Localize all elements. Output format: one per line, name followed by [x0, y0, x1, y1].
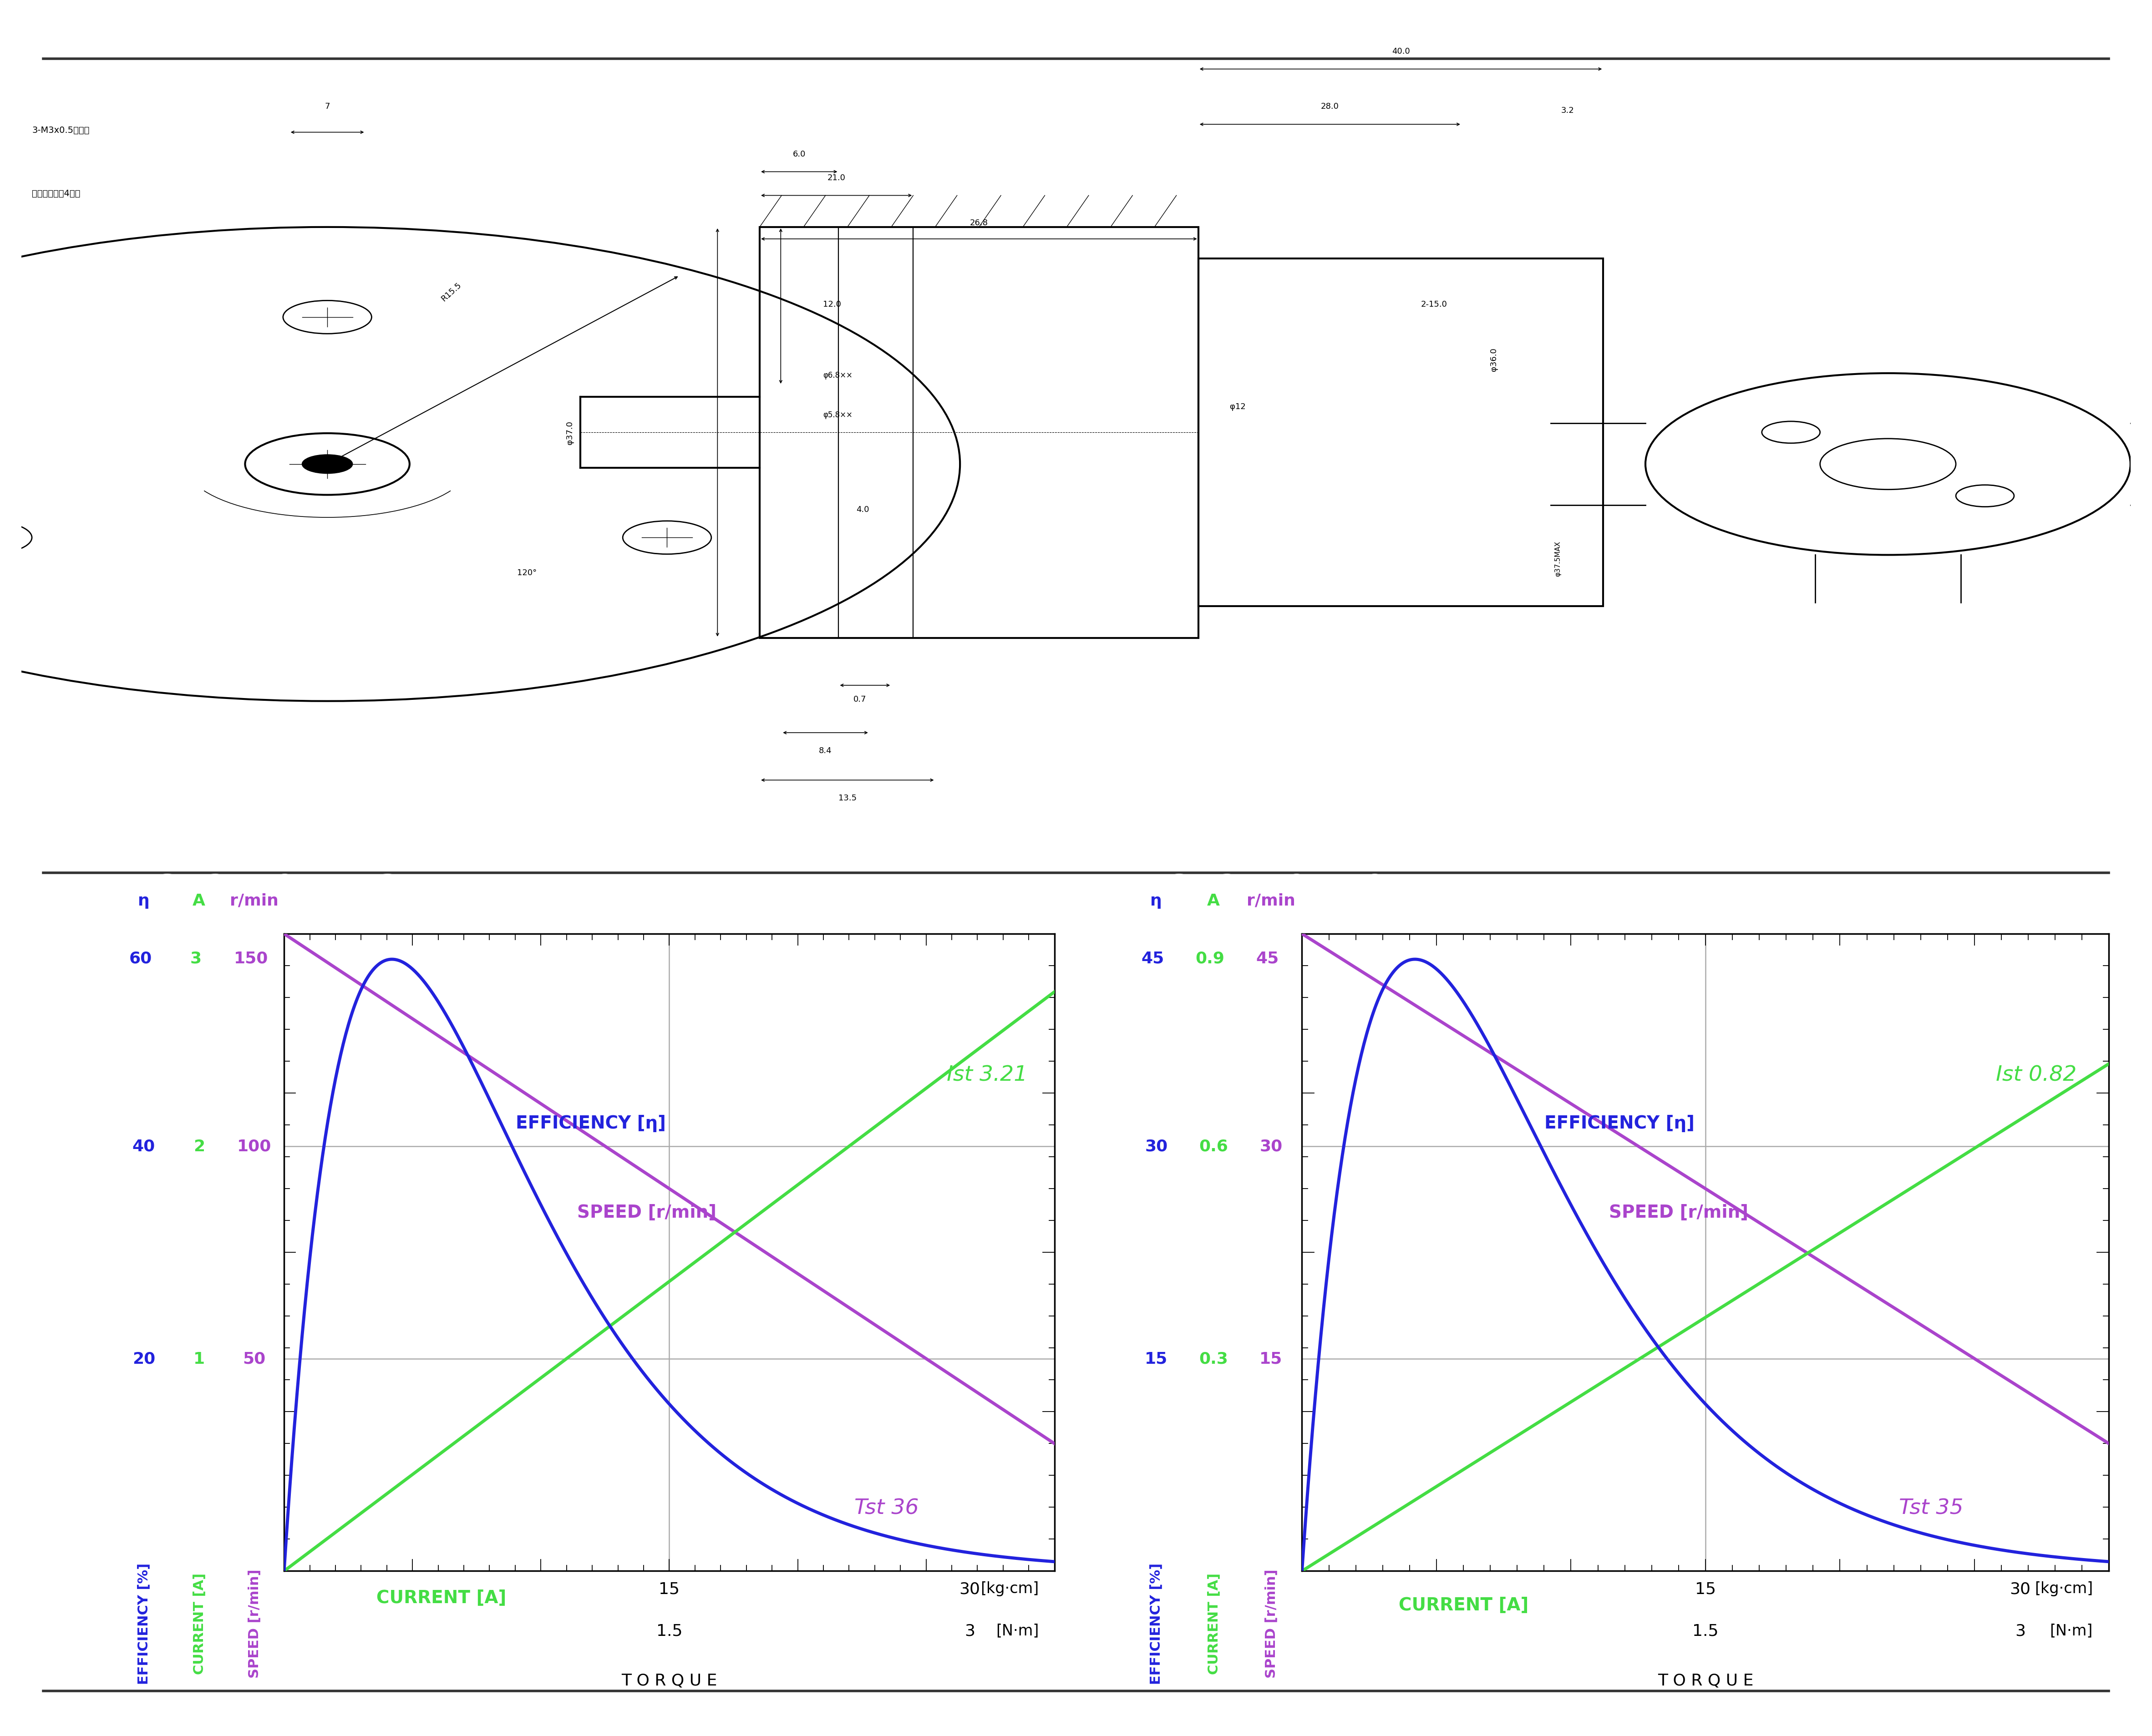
Text: SPEED [r/min]: SPEED [r/min]: [1610, 1203, 1747, 1220]
Text: 15: 15: [1696, 1581, 1715, 1597]
Text: 4.0: 4.0: [856, 505, 869, 514]
Text: 30: 30: [2010, 1581, 2031, 1597]
Text: 3: 3: [964, 1623, 975, 1639]
Text: A: A: [194, 892, 204, 908]
Text: r/min: r/min: [1246, 892, 1296, 908]
Text: Ist 3.21: Ist 3.21: [947, 1064, 1027, 1085]
Text: η: η: [1151, 892, 1162, 908]
Text: EFFICIENCY [%]: EFFICIENCY [%]: [138, 1562, 151, 1684]
Text: 1.5: 1.5: [656, 1623, 682, 1639]
Text: SPEED [r/min]: SPEED [r/min]: [577, 1203, 717, 1220]
Text: 30: 30: [1145, 1139, 1169, 1154]
Text: 有効ねじ深さ4以上: 有効ねじ深さ4以上: [32, 189, 80, 198]
Text: 30: 30: [1259, 1139, 1283, 1154]
Text: φ36.0: φ36.0: [1489, 347, 1498, 372]
Text: 15: 15: [1259, 1351, 1283, 1366]
Bar: [760, 227, 1199, 639]
Bar: [1199, 259, 1603, 606]
Text: T O R Q U E: T O R Q U E: [622, 1674, 717, 1687]
Text: [kg·cm]: [kg·cm]: [981, 1581, 1039, 1595]
Text: 120°: 120°: [516, 569, 536, 576]
Text: 30: 30: [960, 1581, 979, 1597]
Text: 45: 45: [1141, 951, 1164, 965]
Text: SPEED [r/min]: SPEED [r/min]: [1265, 1569, 1278, 1677]
Text: SPEED [r/min]: SPEED [r/min]: [247, 1569, 260, 1677]
Text: 1.5: 1.5: [1691, 1623, 1719, 1639]
Text: 7: 7: [325, 102, 329, 111]
Text: EFFICIENCY [%]: EFFICIENCY [%]: [1149, 1562, 1162, 1684]
Text: 45: 45: [1257, 951, 1278, 965]
Text: 3-M3x0.5タップ: 3-M3x0.5タップ: [32, 125, 90, 134]
Text: 20: 20: [131, 1351, 155, 1366]
Text: 1: 1: [194, 1351, 204, 1366]
Text: FGR2740 L10: FGR2740 L10: [1141, 873, 1386, 904]
Text: 40.0: 40.0: [1392, 47, 1410, 56]
Text: φ12: φ12: [1231, 403, 1246, 411]
Text: η: η: [138, 892, 151, 908]
Text: EFFICIENCY [η]: EFFICIENCY [η]: [1545, 1115, 1694, 1132]
Text: 15: 15: [1145, 1351, 1169, 1366]
Text: Tst 35: Tst 35: [1898, 1498, 1963, 1519]
Text: 15: 15: [659, 1581, 680, 1597]
Text: CURRENT [A]: CURRENT [A]: [1207, 1573, 1220, 1674]
Text: [N·m]: [N·m]: [996, 1623, 1039, 1637]
Text: 60: 60: [129, 951, 153, 965]
Text: Ist 0.82: Ist 0.82: [1995, 1064, 2077, 1085]
Text: A: A: [1207, 892, 1220, 908]
Text: T O R Q U E: T O R Q U E: [1657, 1674, 1754, 1687]
Text: [kg·cm]: [kg·cm]: [2034, 1581, 2092, 1595]
Text: 21.0: 21.0: [826, 174, 846, 182]
Text: 2: 2: [194, 1139, 204, 1154]
Text: CURRENT [A]: CURRENT [A]: [192, 1573, 207, 1674]
Text: 24V: 24V: [964, 875, 1027, 903]
Text: φ37.0: φ37.0: [566, 422, 575, 444]
Text: FGR2740 7PA3: FGR2740 7PA3: [129, 873, 400, 904]
Text: 100: 100: [237, 1139, 271, 1154]
Text: 3: 3: [189, 951, 202, 965]
Text: Tst 36: Tst 36: [854, 1498, 919, 1519]
Text: φ5.8××: φ5.8××: [822, 411, 852, 418]
Text: R15.5: R15.5: [439, 281, 463, 304]
Text: 13.5: 13.5: [839, 793, 856, 802]
Text: 150: 150: [235, 951, 269, 965]
Text: φ6.8××: φ6.8××: [822, 372, 852, 378]
Text: φ37.5MAX: φ37.5MAX: [1554, 542, 1562, 576]
Text: CURRENT [A]: CURRENT [A]: [377, 1588, 506, 1606]
Text: 26.8: 26.8: [971, 219, 988, 227]
Text: 50: 50: [243, 1351, 265, 1366]
Text: 0.3: 0.3: [1199, 1351, 1229, 1366]
Text: 0.7: 0.7: [852, 694, 867, 703]
Text: 28.0: 28.0: [1321, 102, 1339, 111]
Text: 0.6: 0.6: [1199, 1139, 1229, 1154]
Text: 3: 3: [2014, 1623, 2025, 1639]
Text: 2-15.0: 2-15.0: [1420, 300, 1448, 309]
Text: EFFICIENCY [η]: EFFICIENCY [η]: [516, 1115, 665, 1132]
Text: 0.9: 0.9: [1197, 951, 1224, 965]
Text: 8.4: 8.4: [820, 746, 833, 755]
Text: 6.0: 6.0: [792, 149, 805, 158]
Text: CURRENT [A]: CURRENT [A]: [1399, 1595, 1528, 1613]
Text: r/min: r/min: [230, 892, 278, 908]
Text: 3.2: 3.2: [1560, 106, 1573, 115]
Text: [N·m]: [N·m]: [2051, 1623, 2092, 1637]
Circle shape: [301, 455, 353, 474]
Text: 12.0: 12.0: [822, 300, 841, 309]
Text: 40: 40: [131, 1139, 155, 1154]
